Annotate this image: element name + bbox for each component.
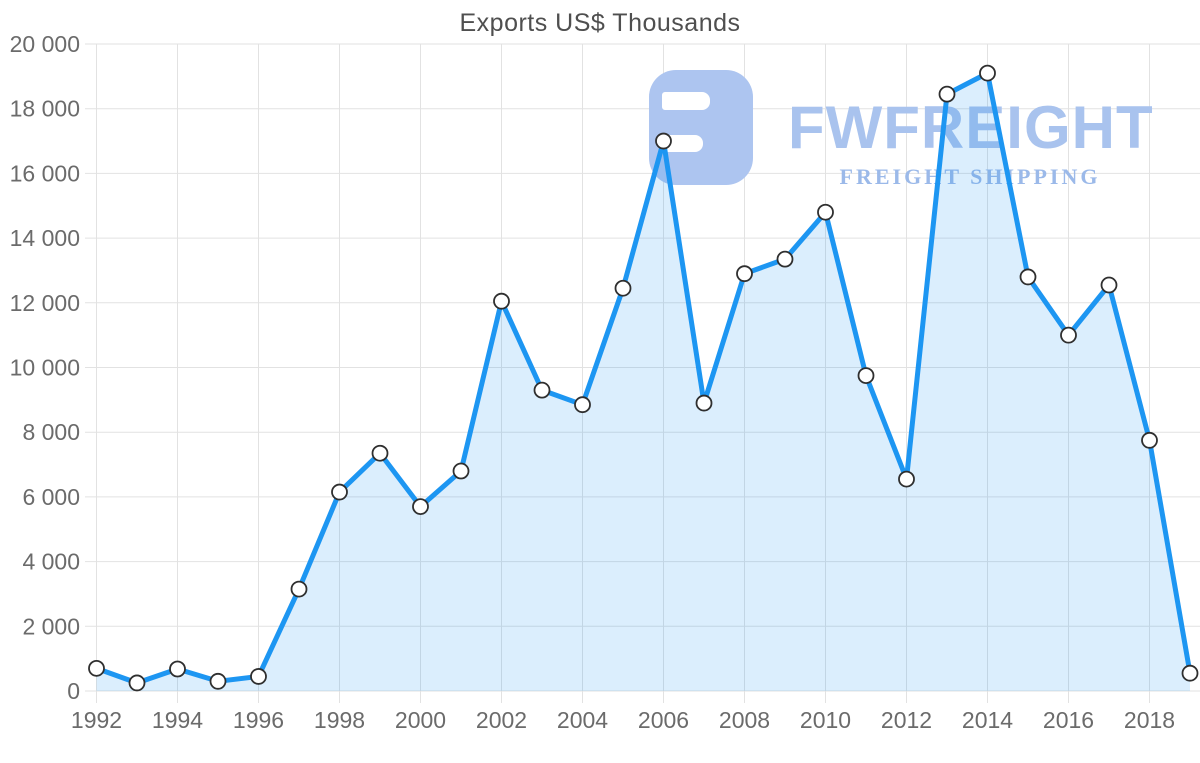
- y-axis-label: 8 000: [22, 419, 80, 445]
- data-point-2005[interactable]: [614, 279, 632, 297]
- data-point-1995[interactable]: [209, 672, 227, 690]
- y-axis-label: 12 000: [10, 290, 80, 316]
- data-point-1997[interactable]: [290, 580, 308, 598]
- x-axis-label: 1998: [314, 707, 365, 733]
- series-line: [94, 70, 1193, 686]
- data-point-2017[interactable]: [1100, 276, 1118, 294]
- data-point-1992[interactable]: [88, 659, 105, 677]
- data-point-2015[interactable]: [1019, 268, 1037, 286]
- x-axis-label: 2008: [719, 707, 770, 733]
- data-point-2018[interactable]: [1141, 431, 1158, 449]
- y-axis-label: 10 000: [10, 355, 80, 381]
- data-point-2006[interactable]: [655, 132, 672, 150]
- y-axis-label: 6 000: [22, 484, 80, 510]
- data-point-2013[interactable]: [938, 85, 956, 103]
- data-point-2009[interactable]: [776, 250, 794, 268]
- x-axis-label: 1992: [71, 707, 122, 733]
- x-axis-label: 2010: [800, 707, 851, 733]
- data-point-2011[interactable]: [857, 367, 875, 384]
- y-axis-label: 18 000: [10, 96, 80, 122]
- y-axis-label: 2 000: [22, 613, 80, 639]
- data-point-2003[interactable]: [533, 381, 551, 399]
- data-point-2000[interactable]: [412, 498, 429, 516]
- data-point-1998[interactable]: [331, 483, 348, 501]
- x-axis-label: 2012: [881, 707, 932, 733]
- data-point-1999[interactable]: [371, 444, 389, 462]
- x-axis-label: 2002: [476, 707, 527, 733]
- data-point-2019[interactable]: [1181, 664, 1199, 682]
- data-point-1996[interactable]: [250, 668, 267, 685]
- x-axis-label: 2006: [638, 707, 689, 733]
- data-point-2002[interactable]: [493, 292, 510, 310]
- x-axis-label: 2018: [1124, 707, 1175, 733]
- data-point-2008[interactable]: [736, 265, 753, 283]
- data-point-1994[interactable]: [169, 660, 186, 678]
- y-axis-label: 20 000: [10, 31, 80, 57]
- data-point-2012[interactable]: [898, 470, 915, 488]
- y-axis-label: 0: [67, 678, 80, 704]
- x-axis-label: 1996: [233, 707, 284, 733]
- y-axis-label: 16 000: [10, 160, 80, 186]
- data-point-2004[interactable]: [574, 396, 591, 414]
- data-point-2007[interactable]: [695, 394, 713, 412]
- x-axis-label: 2000: [395, 707, 446, 733]
- data-point-2016[interactable]: [1060, 326, 1077, 344]
- data-point-2001[interactable]: [452, 462, 470, 480]
- x-axis-label: 2016: [1043, 707, 1094, 733]
- chart-title: Exports US$ Thousands: [459, 9, 741, 37]
- y-axis-label: 4 000: [22, 549, 80, 575]
- data-point-2010[interactable]: [817, 203, 834, 221]
- x-axis-label: 2004: [557, 707, 608, 733]
- y-axis-label: 14 000: [10, 225, 80, 251]
- series-area-fill: [96, 73, 1190, 692]
- x-axis-label: 2014: [962, 707, 1013, 733]
- data-point-1993[interactable]: [128, 674, 146, 692]
- x-axis-label: 1994: [152, 707, 203, 733]
- data-point-2014[interactable]: [979, 64, 996, 82]
